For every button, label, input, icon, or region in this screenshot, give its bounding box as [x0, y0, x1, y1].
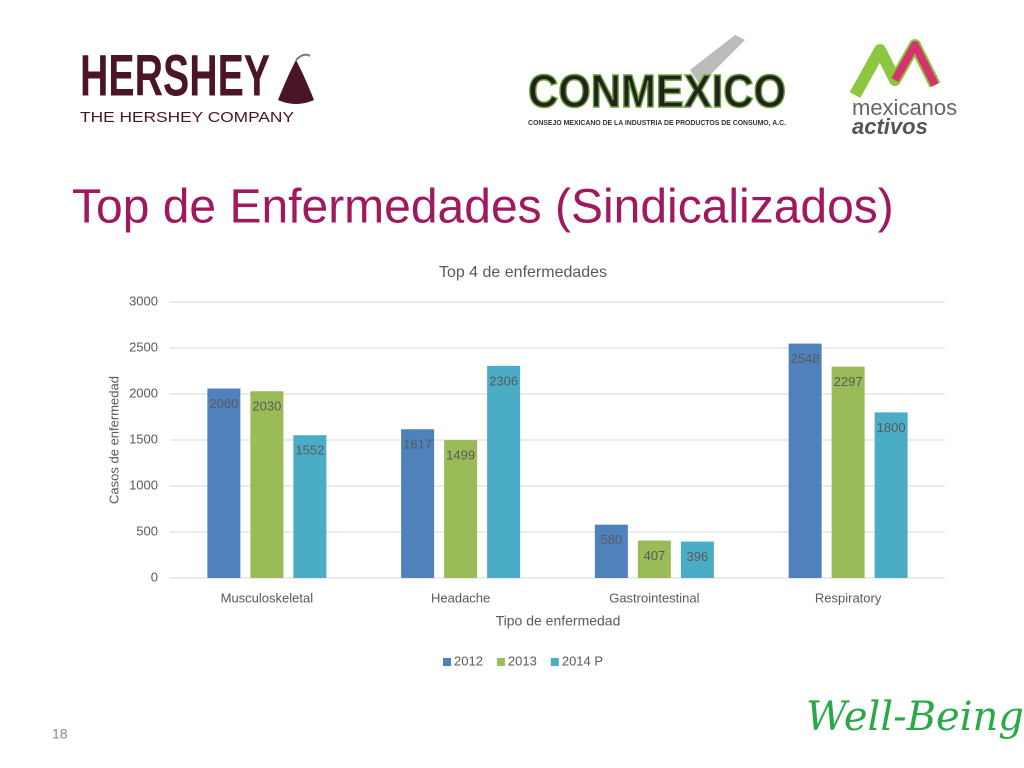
page-number: 18 [52, 726, 68, 742]
legend-label: 2014 P [562, 653, 603, 668]
conmexico-name: CONMEXICO [528, 65, 786, 117]
legend-label: 2013 [508, 653, 537, 668]
data-label: 1552 [295, 443, 324, 458]
mexicanos-line2: activos [852, 114, 928, 139]
bar [637, 540, 671, 578]
data-label: 580 [601, 532, 623, 547]
y-tick-label: 500 [136, 523, 158, 538]
y-tick-label: 1000 [129, 477, 158, 492]
data-label: 2306 [489, 373, 518, 388]
bar [207, 388, 241, 578]
data-label: 2548 [791, 351, 820, 366]
bar [874, 412, 908, 578]
bar [250, 391, 284, 578]
bar [831, 366, 865, 578]
data-label: 2060 [209, 396, 238, 411]
data-label: 407 [644, 548, 666, 563]
data-label: 2030 [252, 399, 281, 414]
data-label: 1800 [877, 420, 906, 435]
legend-swatch [443, 658, 451, 666]
bar [487, 365, 521, 578]
hershey-kiss [278, 60, 314, 104]
chart-title: Top 4 de enfermedades [439, 264, 607, 281]
legend-swatch [496, 658, 505, 666]
data-label: 1617 [403, 437, 432, 452]
conmexico-tagline: CONSEJO MEXICANO DE LA INDUSTRIA DE PROD… [528, 120, 786, 127]
well-being-brand: Well-Being. [806, 694, 1024, 740]
legend-swatch [550, 658, 559, 666]
mexicanos-line1: mexicanos [852, 95, 957, 120]
x-tick-label: Gastrointestinal [609, 590, 699, 605]
hershey-tagline: THE HERSHEY COMPANY [80, 109, 294, 126]
hershey-plume [295, 53, 311, 61]
bar [293, 435, 327, 578]
data-label: 396 [687, 549, 709, 564]
hershey-name: HERSHEY [80, 43, 270, 108]
legend-label: 2012 [454, 653, 483, 668]
bar [444, 440, 478, 578]
slide-title: Top de Enfermedades (Sindicalizados) [72, 181, 894, 234]
y-tick-label: 0 [151, 569, 158, 584]
x-axis-label: Tipo de enfermedad [496, 613, 621, 629]
y-axis-label: Casos de enfermedad [106, 376, 121, 504]
y-tick-label: 2000 [129, 385, 158, 400]
y-tick-label: 1500 [129, 431, 158, 446]
y-tick-label: 3000 [129, 293, 158, 308]
conmexico-mark [690, 35, 745, 85]
bar [594, 524, 628, 578]
x-tick-label: Respiratory [815, 590, 882, 605]
bar [788, 343, 822, 578]
mexicanos-mark-accent [891, 41, 939, 87]
bar [401, 429, 435, 578]
data-label: 2297 [834, 374, 863, 389]
x-tick-label: Headache [431, 590, 490, 605]
y-tick-label: 2500 [129, 339, 158, 354]
data-label: 1499 [446, 448, 475, 463]
x-tick-label: Musculoskeletal [221, 590, 314, 605]
bar [680, 541, 714, 578]
